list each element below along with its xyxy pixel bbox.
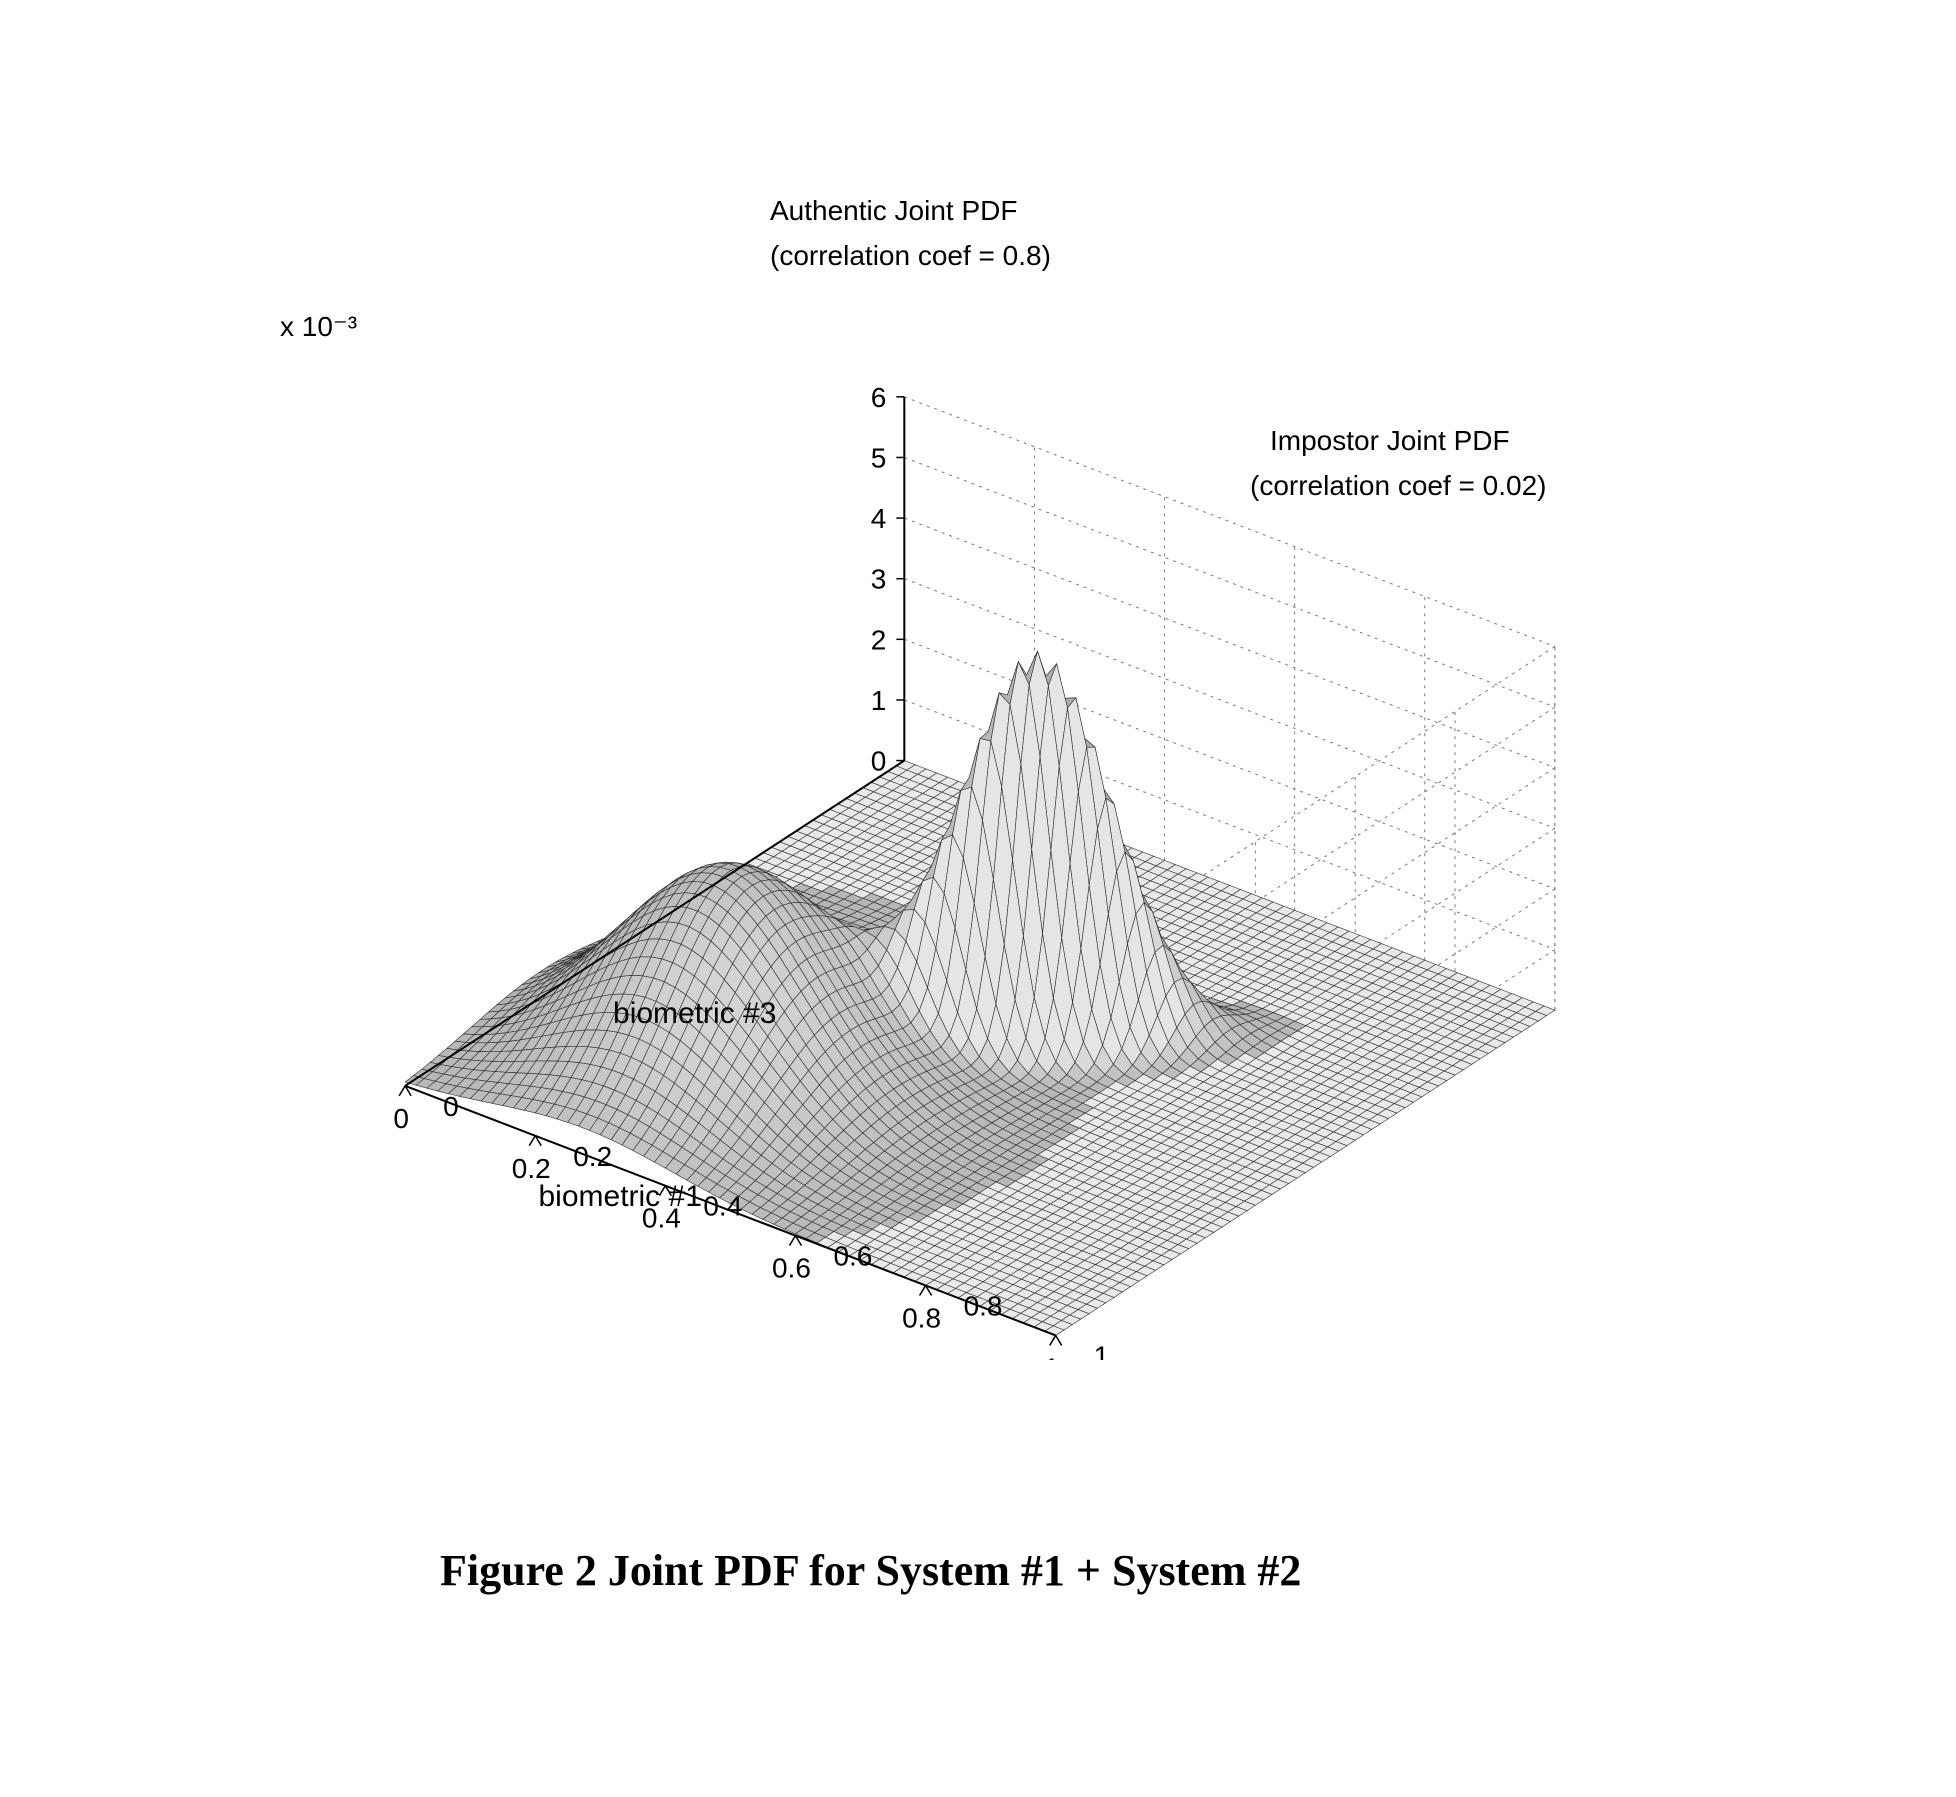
annotation-impostor-line2: (correlation coef = 0.02): [1250, 470, 1547, 502]
svg-text:1: 1: [1094, 1340, 1110, 1360]
svg-text:0: 0: [443, 1091, 459, 1122]
figure-container: 012345610.80.60.40.2000.20.40.60.81biome…: [0, 0, 1956, 1797]
svg-text:0.6: 0.6: [772, 1253, 811, 1284]
annotation-authentic-line2: (correlation coef = 0.8): [770, 240, 1051, 272]
svg-text:1: 1: [1044, 1352, 1060, 1360]
svg-text:0.8: 0.8: [964, 1291, 1003, 1322]
svg-text:0: 0: [871, 746, 887, 777]
surface: [405, 651, 1555, 1335]
svg-text:4: 4: [871, 503, 887, 534]
svg-text:0.6: 0.6: [833, 1241, 872, 1272]
svg-text:6: 6: [871, 382, 887, 413]
svg-text:5: 5: [871, 442, 887, 473]
svg-text:0: 0: [393, 1103, 409, 1134]
svg-text:0.8: 0.8: [902, 1303, 941, 1334]
svg-text:biometric #1: biometric #1: [538, 1180, 701, 1213]
figure-caption: Figure 2 Joint PDF for System #1 + Syste…: [440, 1545, 1301, 1596]
svg-text:0.2: 0.2: [573, 1141, 612, 1172]
svg-text:2: 2: [871, 624, 887, 655]
annotation-impostor-line1: Impostor Joint PDF: [1270, 425, 1510, 457]
svg-text:1: 1: [871, 685, 887, 716]
svg-text:biometric #3: biometric #3: [613, 997, 776, 1030]
svg-text:3: 3: [871, 564, 887, 595]
annotation-authentic-line1: Authentic Joint PDF: [770, 195, 1017, 227]
svg-text:0.4: 0.4: [703, 1191, 742, 1222]
z-scale-label: x 10⁻³: [280, 310, 357, 343]
surface-plot: 012345610.80.60.40.2000.20.40.60.81biome…: [160, 160, 1800, 1360]
